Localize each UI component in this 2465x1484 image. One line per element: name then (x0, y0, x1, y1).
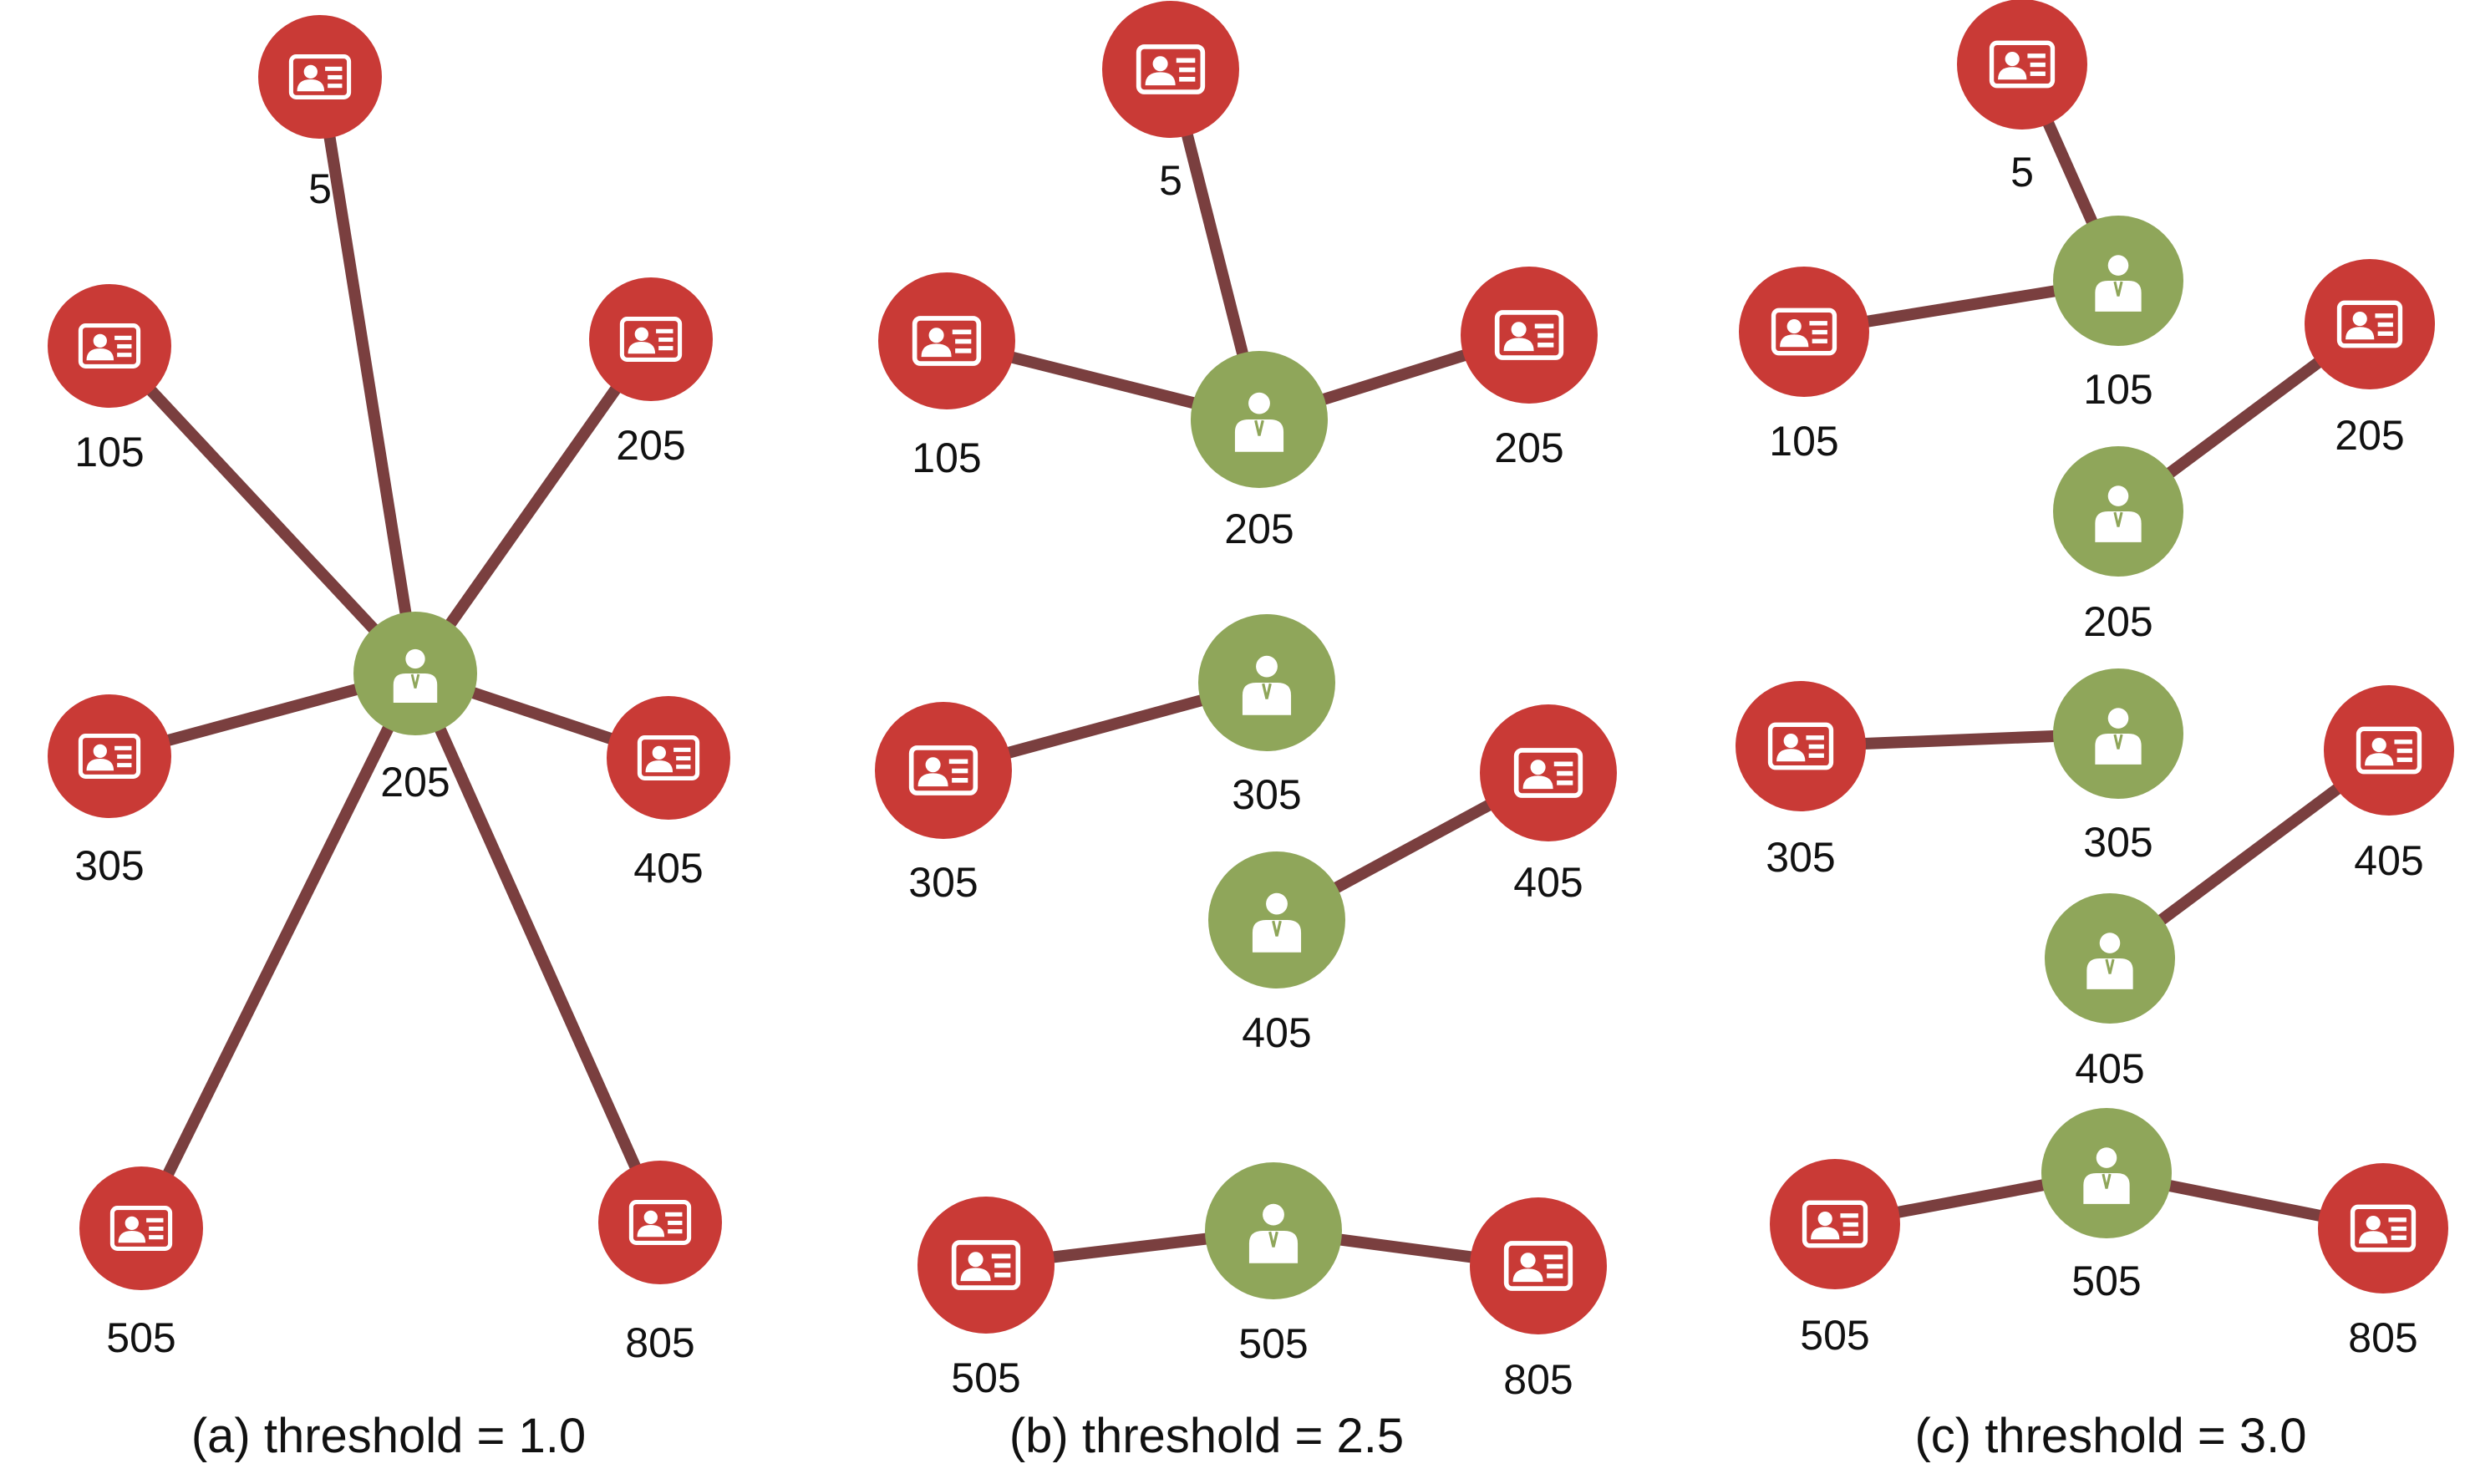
node-circle (1102, 1, 1239, 138)
node-circle (607, 696, 730, 820)
node-circle (48, 284, 171, 408)
node-label: 205 (1224, 506, 1293, 552)
node-circle (353, 612, 477, 735)
node-circle (1461, 267, 1598, 404)
node-circle (1470, 1197, 1607, 1334)
person-node-405: 405 (1208, 851, 1345, 1056)
card-node-505: 505 (917, 1197, 1055, 1401)
node-label: 205 (380, 759, 450, 806)
edge-a-p205-a-c5 (314, 71, 421, 679)
node-label: 205 (1494, 424, 1563, 471)
node-label: 405 (1242, 1009, 1311, 1056)
node-label: 105 (74, 429, 144, 475)
node-circle (598, 1161, 722, 1284)
card-node-205: 205 (589, 277, 713, 469)
node-circle (875, 702, 1012, 839)
node-label: 5 (1159, 157, 1182, 204)
card-node-505: 505 (1770, 1159, 1900, 1359)
card-node-305: 305 (48, 694, 171, 889)
card-node-205: 205 (1461, 267, 1598, 471)
node-label: 305 (1766, 834, 1835, 881)
node-label: 105 (2083, 366, 2152, 413)
card-node-805: 805 (598, 1161, 722, 1366)
person-node-505: 505 (1205, 1162, 1342, 1367)
node-circle (79, 1166, 203, 1290)
captions-layer: (a) threshold = 1.0 (b) threshold = 2.5 (c… (191, 1409, 2307, 1463)
node-label: 305 (74, 842, 144, 889)
node-label: 105 (912, 435, 981, 481)
node-circle (1480, 704, 1617, 841)
node-label: 805 (625, 1319, 694, 1366)
node-circle (878, 272, 1015, 409)
node-label: 505 (2071, 1258, 2141, 1304)
node-label: 405 (1513, 859, 1583, 906)
node-label: 405 (2354, 837, 2423, 884)
node-circle (917, 1197, 1055, 1334)
card-node-5: 5 (1957, 0, 2087, 196)
node-circle (1739, 267, 1869, 397)
node-label: 505 (1238, 1320, 1308, 1367)
card-node-405: 405 (1480, 704, 1617, 906)
nodes-layer: 5 105 205 305 405 505 805 205 5 105 205 205 305 305 40… (48, 0, 2454, 1403)
edge-a-p205-a-c205 (409, 333, 657, 679)
panel-caption: (b) threshold = 2.5 (1009, 1409, 1404, 1463)
card-node-105: 105 (1739, 267, 1869, 465)
card-node-5: 5 (258, 15, 382, 212)
edge-a-p205-a-c105 (104, 340, 421, 679)
node-circle (1191, 351, 1328, 488)
card-node-205: 205 (2305, 259, 2435, 459)
card-node-5: 5 (1102, 1, 1239, 204)
card-node-805: 805 (2318, 1163, 2448, 1361)
card-node-805: 805 (1470, 1197, 1607, 1403)
node-label: 405 (2075, 1045, 2144, 1092)
node-circle (1736, 681, 1866, 811)
card-node-105: 105 (878, 272, 1015, 481)
node-circle (1198, 614, 1335, 751)
node-label: 505 (951, 1354, 1020, 1401)
node-label: 205 (616, 422, 685, 469)
node-label: 505 (1800, 1312, 1869, 1359)
node-label: 305 (1232, 771, 1301, 818)
card-node-505: 505 (79, 1166, 203, 1361)
card-node-305: 305 (875, 702, 1012, 906)
node-circle (589, 277, 713, 401)
node-label: 805 (2348, 1314, 2417, 1361)
node-label: 5 (308, 165, 332, 212)
node-circle (2045, 893, 2175, 1024)
edge-a-p205-a-c505 (135, 668, 421, 1234)
person-node-205: 205 (2053, 446, 2183, 645)
node-label: 205 (2083, 598, 2152, 645)
person-node-305: 305 (1198, 614, 1335, 818)
node-label: 805 (1503, 1356, 1573, 1403)
node-circle (48, 694, 171, 818)
node-circle (258, 15, 382, 139)
person-node-405: 405 (2045, 893, 2175, 1092)
card-node-405: 405 (607, 696, 730, 892)
node-label: 5 (2010, 149, 2034, 196)
node-label: 405 (633, 845, 703, 892)
card-node-405: 405 (2324, 685, 2454, 884)
node-label: 205 (2335, 412, 2404, 459)
node-label: 305 (2083, 819, 2152, 866)
edge-a-p205-a-c805 (409, 668, 666, 1228)
panel-caption: (c) threshold = 3.0 (1914, 1409, 2306, 1463)
card-node-305: 305 (1736, 681, 1866, 881)
node-circle (2324, 685, 2454, 816)
person-node-205: 205 (1191, 351, 1328, 552)
node-circle (1770, 1159, 1900, 1289)
node-label: 105 (1769, 418, 1838, 465)
card-node-105: 105 (48, 284, 171, 475)
panel-caption: (a) threshold = 1.0 (191, 1409, 586, 1463)
node-label: 305 (908, 859, 978, 906)
node-circle (1957, 0, 2087, 130)
node-circle (2318, 1163, 2448, 1293)
person-node-505: 505 (2041, 1108, 2172, 1304)
person-node-105: 105 (2053, 216, 2183, 413)
node-label: 505 (106, 1314, 175, 1361)
node-circle (2041, 1108, 2172, 1238)
person-node-205: 205 (353, 612, 477, 806)
node-circle (2305, 259, 2435, 389)
person-node-305: 305 (2053, 668, 2183, 866)
